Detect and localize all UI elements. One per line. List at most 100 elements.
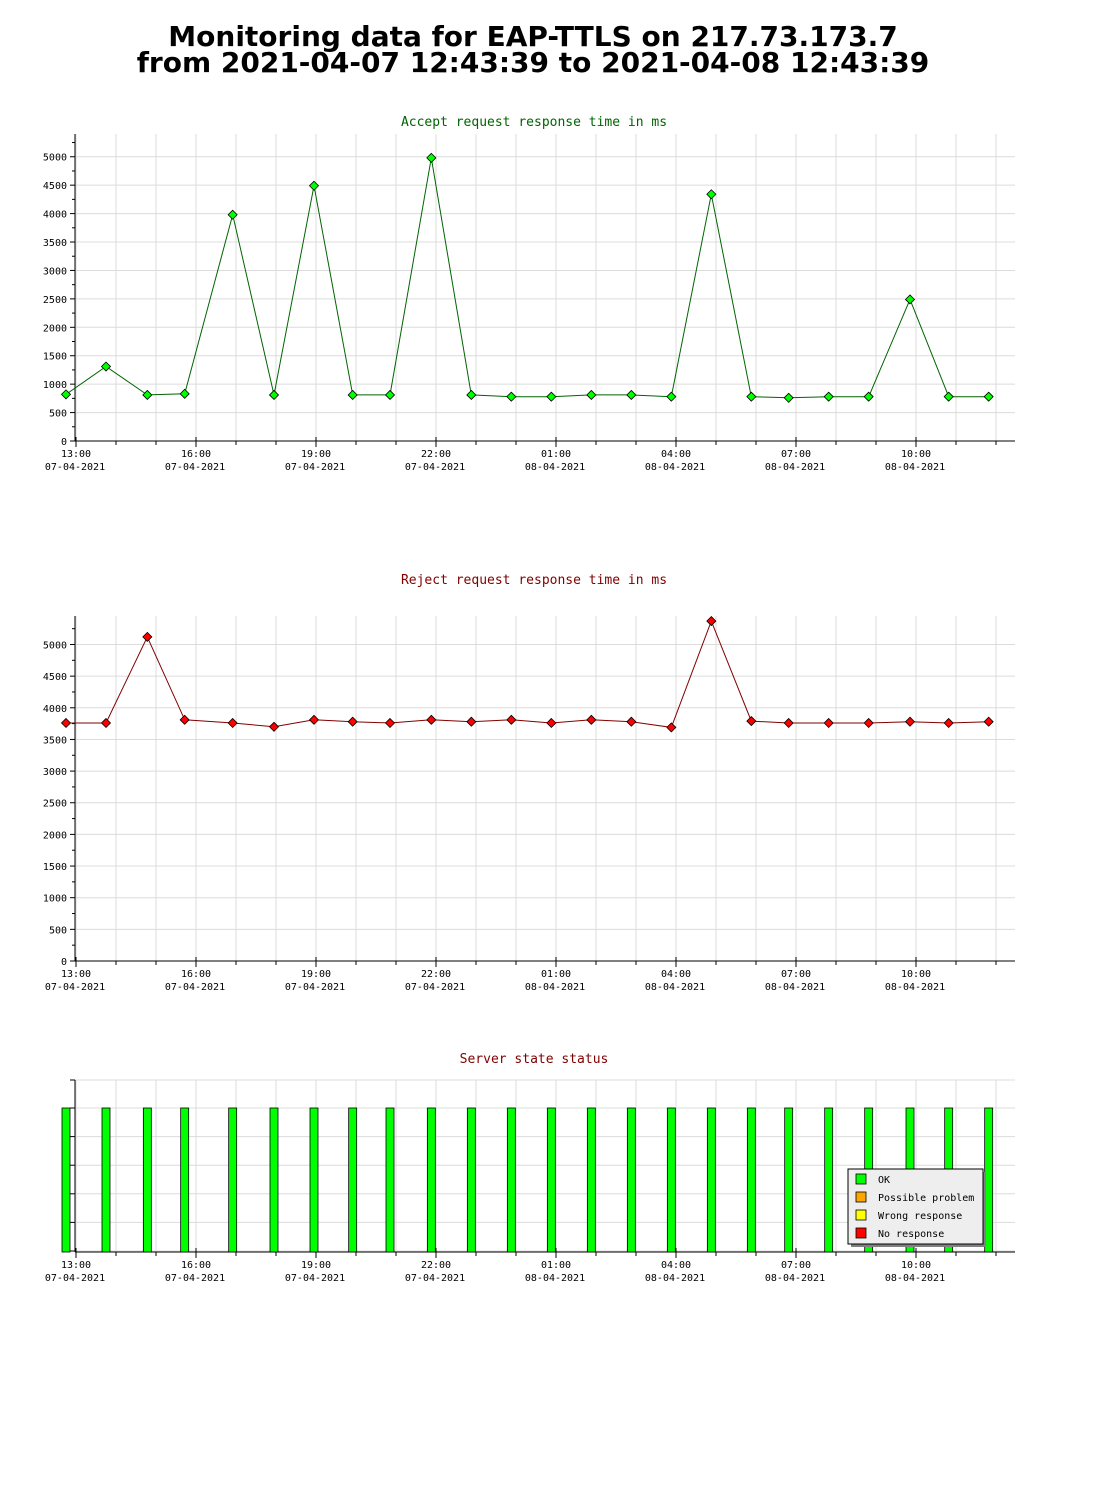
accept-data-point — [100, 361, 112, 372]
reject-x-tick-label: 01:00 — [541, 969, 571, 980]
accept-data-point — [426, 152, 437, 163]
status-x-tick-label: 10:00 — [901, 1260, 931, 1271]
reject-data-point — [466, 716, 477, 727]
reject-x-tick-label: 07:00 — [781, 969, 811, 980]
accept-x-tick-label: 01:00 — [541, 449, 571, 460]
reject-data-point — [506, 714, 517, 725]
reject-y-tick-label: 3500 — [43, 735, 67, 746]
reject-x-tick-date: 08-04-2021 — [525, 982, 585, 993]
accept-x-tick-date: 08-04-2021 — [765, 462, 825, 473]
reject-y-tick-label: 2500 — [43, 799, 67, 810]
status-bar — [466, 1107, 476, 1253]
status-x-tick-date: 08-04-2021 — [525, 1273, 585, 1284]
status-bar — [61, 1107, 71, 1253]
accept-data-point — [783, 392, 794, 403]
status-bar — [824, 1107, 834, 1253]
accept-x-tick-date: 07-04-2021 — [45, 462, 105, 473]
accept-x-tick-label: 19:00 — [301, 449, 331, 460]
accept-y-tick-label: 1000 — [43, 380, 67, 391]
accept-data-point — [308, 180, 320, 191]
accept-data-point — [586, 389, 597, 401]
status-bar — [426, 1107, 436, 1253]
accept-x-tick-label: 07:00 — [781, 449, 811, 460]
reject-y-tick-label: 2000 — [43, 830, 67, 841]
reject-data-point — [179, 714, 190, 725]
accept-y-tick-label: 1500 — [43, 352, 67, 363]
accept-data-point — [983, 391, 994, 402]
accept-y-tick-label: 0 — [61, 437, 67, 448]
reject-x-tick-date: 07-04-2021 — [285, 982, 345, 993]
accept-x-tick-label: 22:00 — [421, 449, 451, 460]
accept-x-tick-label: 16:00 — [181, 449, 211, 460]
accept-y-tick-label: 4500 — [43, 181, 67, 192]
status-legend-label: OK — [878, 1175, 890, 1186]
accept-x-tick-date: 07-04-2021 — [285, 462, 345, 473]
status-x-tick-date: 08-04-2021 — [765, 1273, 825, 1284]
status-x-tick-label: 13:00 — [61, 1260, 91, 1271]
status-x-tick-date: 07-04-2021 — [285, 1273, 345, 1284]
reject-data-point — [904, 716, 916, 727]
accept-y-tick-label: 5000 — [43, 153, 67, 164]
reject-response-chart: 13:00 07-04-2021 16:00 07-04-2021 19:00 07-04… — [43, 573, 1015, 993]
status-legend-label: Wrong response — [878, 1211, 962, 1222]
accept-data-point — [666, 391, 677, 402]
reject-x-tick-date: 08-04-2021 — [645, 982, 705, 993]
reject-data-point — [983, 716, 994, 727]
reject-data-point — [666, 722, 677, 733]
reject-y-tick-label: 5000 — [43, 640, 67, 651]
reject-x-tick-date: 07-04-2021 — [405, 982, 465, 993]
reject-y-tick-label: 3000 — [43, 767, 67, 778]
status-bar — [586, 1107, 596, 1253]
status-bar — [626, 1107, 636, 1253]
accept-data-point — [347, 389, 358, 401]
accept-data-point — [863, 391, 874, 402]
reject-data-point — [347, 716, 358, 727]
accept-x-tick-date: 08-04-2021 — [885, 462, 945, 473]
status-bar — [269, 1107, 279, 1253]
accept-y-tick-label: 2000 — [43, 323, 67, 334]
status-legend-swatch — [855, 1191, 867, 1203]
accept-x-tick-date: 08-04-2021 — [525, 462, 585, 473]
status-title: Server state status — [460, 1052, 609, 1067]
status-x-tick-label: 07:00 — [781, 1260, 811, 1271]
accept-title: Accept request response time in ms — [401, 115, 667, 130]
status-bar — [180, 1107, 190, 1253]
status-bar — [101, 1107, 111, 1253]
reject-y-tick-label: 1000 — [43, 894, 67, 905]
accept-x-tick-label: 04:00 — [661, 449, 691, 460]
reject-x-tick-date: 07-04-2021 — [45, 982, 105, 993]
status-x-tick-label: 22:00 — [421, 1260, 451, 1271]
status-bar — [706, 1107, 716, 1253]
reject-grid — [75, 616, 997, 961]
status-bar — [309, 1107, 319, 1253]
page-title-line-2: from 2021-04-07 12:43:39 to 2021-04-08 1… — [136, 46, 930, 79]
accept-x-tick-label: 10:00 — [901, 449, 931, 460]
accept-data-point — [746, 391, 757, 402]
reject-y-tick-label: 500 — [49, 925, 67, 936]
reject-data-point — [426, 714, 437, 725]
accept-data-point — [466, 389, 477, 401]
reject-data-point — [706, 615, 717, 627]
reject-title: Reject request response time in ms — [401, 573, 667, 588]
accept-x-tick-date: 08-04-2021 — [645, 462, 705, 473]
status-legend — [847, 1168, 984, 1245]
reject-data-point — [268, 721, 280, 732]
accept-data-point — [823, 391, 834, 402]
status-bar — [666, 1107, 676, 1253]
status-x-tick-date: 08-04-2021 — [645, 1273, 705, 1284]
reject-y-tick-label: 0 — [61, 957, 67, 968]
reject-data-point — [308, 714, 320, 725]
accept-data-point — [268, 389, 280, 401]
accept-response-chart: 13:00 07-04-2021 16:00 07-04-2021 19:00 07-04… — [43, 115, 1015, 473]
status-x-tick-label: 04:00 — [661, 1260, 691, 1271]
accept-x-tick-label: 13:00 — [61, 449, 91, 460]
status-x-tick-date: 07-04-2021 — [165, 1273, 225, 1284]
reject-x-tick-label: 10:00 — [901, 969, 931, 980]
reject-x-tick-label: 22:00 — [421, 969, 451, 980]
page-title-line-1: Monitoring data for EAP-TTLS on 217.73.1… — [168, 20, 898, 53]
status-legend-swatch — [855, 1209, 867, 1221]
accept-data-point — [904, 294, 916, 305]
reject-x-tick-label: 16:00 — [181, 969, 211, 980]
reject-data-point — [227, 717, 238, 729]
server-status-chart: 13:00 07-04-2021 16:00 07-04-2021 19:00 07-04… — [45, 1052, 1015, 1284]
